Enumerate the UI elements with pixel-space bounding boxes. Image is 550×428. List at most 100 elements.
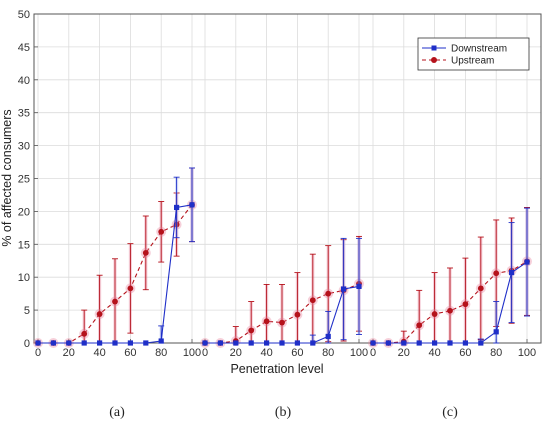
x-tick-label: 40 [93, 347, 105, 359]
x-tick-label: 60 [291, 347, 303, 359]
data-point [264, 340, 270, 346]
legend-downstream-label: Downstream [451, 44, 507, 55]
data-point [143, 340, 149, 346]
data-point [127, 340, 133, 346]
data-point [462, 301, 469, 308]
x-tick-label: 100 [350, 347, 368, 359]
series-upstream [368, 207, 532, 348]
series-downstream [35, 167, 195, 346]
y-tick-label: 45 [18, 42, 30, 54]
x-tick-label: 0 [35, 347, 41, 359]
y-axis-ticks: 0 5 10 15 20 25 30 35 40 45 50 [18, 9, 38, 350]
x-tick-label: 40 [428, 347, 440, 359]
series-layer [33, 167, 532, 348]
x-tick-label: 100 [183, 347, 201, 359]
data-point [189, 202, 195, 208]
data-point [356, 283, 362, 290]
data-point [447, 340, 453, 346]
y-tick-label: 5 [24, 305, 30, 317]
x-tick-label: 0 [202, 347, 208, 359]
data-point [309, 297, 316, 304]
data-point [294, 311, 301, 318]
y-tick-label: 15 [18, 239, 30, 251]
data-point [493, 270, 500, 277]
data-point [66, 340, 72, 346]
x-tick-label: 80 [155, 347, 167, 359]
panel-label-c: (c) [442, 405, 458, 420]
data-point [81, 330, 88, 337]
data-point [477, 285, 484, 292]
x-tick-label: 20 [230, 347, 242, 359]
data-point [416, 322, 423, 329]
data-point [493, 329, 499, 335]
data-point [35, 340, 41, 346]
legend-entry-downstream: Downstream [422, 44, 507, 55]
x-tick-label: 60 [124, 347, 136, 359]
data-point [279, 340, 285, 346]
legend-upstream-label: Upstream [451, 56, 494, 67]
data-point [431, 311, 438, 317]
x-tick-label: 40 [260, 347, 272, 359]
series-line-upstream [205, 283, 360, 344]
legend-box [417, 37, 530, 71]
series-downstream [202, 237, 362, 346]
data-point [325, 333, 331, 340]
data-point [50, 340, 56, 346]
y-tick-label: 0 [24, 338, 30, 350]
data-point [325, 290, 332, 297]
y-tick-label: 10 [18, 272, 30, 284]
y-axis-label: % of affected consumers [0, 109, 14, 246]
data-point [233, 340, 239, 346]
data-point [432, 340, 438, 346]
x-axis-ticks: 0 20 40 60 80 100 0 20 40 60 80 100 0 20 40 60 80 100 [35, 339, 536, 359]
data-point [142, 249, 149, 256]
data-point [385, 340, 391, 346]
legend-downstream-marker [431, 45, 437, 51]
data-point [174, 204, 180, 211]
data-point [478, 340, 484, 346]
series-downstream [370, 207, 530, 346]
y-tick-label: 40 [18, 75, 30, 87]
x-tick-label: 100 [518, 347, 536, 359]
data-point [127, 285, 134, 292]
data-point [462, 340, 468, 346]
data-point [524, 259, 530, 265]
legend-upstream-marker [431, 57, 437, 63]
x-tick-label: 80 [322, 347, 334, 359]
data-point [96, 311, 103, 317]
data-point [248, 327, 255, 334]
x-tick-label: 60 [459, 347, 471, 359]
panel-label-b: (b) [275, 405, 292, 420]
data-point [97, 340, 103, 346]
series-upstream [200, 235, 364, 348]
y-tick-label: 35 [18, 108, 30, 120]
data-point [401, 340, 407, 346]
data-point [81, 340, 87, 346]
data-point [202, 340, 208, 346]
y-tick-label: 30 [18, 141, 30, 153]
data-point [158, 228, 165, 235]
y-tick-label: 50 [18, 9, 30, 21]
x-axis-label: Penetration level [230, 362, 323, 376]
data-point [341, 286, 347, 292]
series-upstream [33, 167, 197, 348]
x-tick-label: 20 [398, 347, 410, 359]
data-point [310, 340, 316, 346]
data-point [112, 298, 118, 305]
data-point [416, 340, 422, 346]
data-point [370, 340, 376, 346]
data-point [217, 340, 223, 346]
data-point [294, 340, 300, 346]
x-tick-label: 20 [63, 347, 75, 359]
data-point [447, 307, 453, 314]
x-tick-label: 80 [490, 347, 502, 359]
data-point [509, 269, 515, 276]
data-point [112, 340, 118, 346]
legend: Downstream Upstream [417, 37, 530, 71]
legend-entry-upstream: Upstream [422, 56, 494, 67]
data-point [279, 319, 285, 326]
data-point [158, 338, 164, 344]
y-tick-label: 20 [18, 206, 30, 218]
x-tick-label: 0 [370, 347, 376, 359]
